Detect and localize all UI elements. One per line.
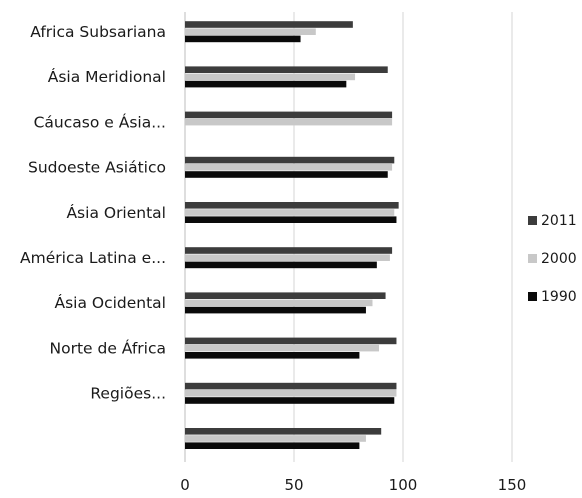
category-label: América Latina e... <box>20 249 166 267</box>
bar-1990-3 <box>185 171 388 178</box>
bar-2011-9 <box>185 428 382 435</box>
category-labels: Africa Subsariana Ásia Meridional Cáucaso … <box>20 23 166 403</box>
category-label: Ásia Ocidental <box>54 293 166 312</box>
bar-2000-8 <box>185 390 397 397</box>
legend-label: 2000 <box>541 251 577 267</box>
category-label: Ásia Meridional <box>48 67 166 86</box>
category-label: Cáucaso e Ásia... <box>34 112 166 131</box>
x-tick-label: 150 <box>498 476 527 494</box>
bar-1990-6 <box>185 306 366 314</box>
bar-2000-0 <box>185 28 316 35</box>
legend-label: 2011 <box>541 213 577 229</box>
bar-2011-5 <box>185 247 393 254</box>
bar-2000-4 <box>185 209 395 216</box>
category-label: Regiões... <box>90 385 166 403</box>
bar-2011-6 <box>185 292 386 299</box>
bar-2011-7 <box>185 337 397 345</box>
bar-2011-8 <box>185 382 397 390</box>
bar-2000-5 <box>185 254 390 261</box>
legend-swatch-2011 <box>528 216 537 225</box>
bar-2011-1 <box>185 66 388 73</box>
x-tick-labels: 0 50 100 150 <box>180 476 526 494</box>
bar-1990-1 <box>185 80 347 88</box>
bar-1990-0 <box>185 35 301 43</box>
x-tick-label: 100 <box>389 476 418 494</box>
legend-swatch-2000 <box>528 254 537 263</box>
category-label: Norte de África <box>50 338 167 357</box>
bar-2000-1 <box>185 73 356 81</box>
x-tick-label: 0 <box>180 476 190 494</box>
bar-1990-7 <box>185 352 360 359</box>
bars <box>185 21 399 449</box>
category-label: Africa Subsariana <box>30 23 166 41</box>
bar-2000-2 <box>185 118 393 126</box>
bar-2000-3 <box>185 164 393 171</box>
legend-swatch-1990 <box>528 292 537 301</box>
legend: 2011 2000 1990 <box>528 213 577 305</box>
bar-2000-6 <box>185 299 373 307</box>
bar-2011-4 <box>185 202 399 209</box>
bar-2000-9 <box>185 435 366 442</box>
bar-1990-4 <box>185 216 397 223</box>
bar-1990-5 <box>185 261 377 269</box>
bar-2000-7 <box>185 344 380 352</box>
bar-2011-2 <box>185 111 393 119</box>
x-tick-label: 50 <box>284 476 303 494</box>
bar-2011-3 <box>185 156 395 164</box>
category-label: Sudoeste Asiático <box>28 159 166 177</box>
bar-2011-0 <box>185 21 353 28</box>
category-label: Ásia Oriental <box>66 203 166 222</box>
legend-label: 1990 <box>541 289 577 305</box>
bar-1990-8 <box>185 397 395 404</box>
bar-1990-9 <box>185 442 360 449</box>
